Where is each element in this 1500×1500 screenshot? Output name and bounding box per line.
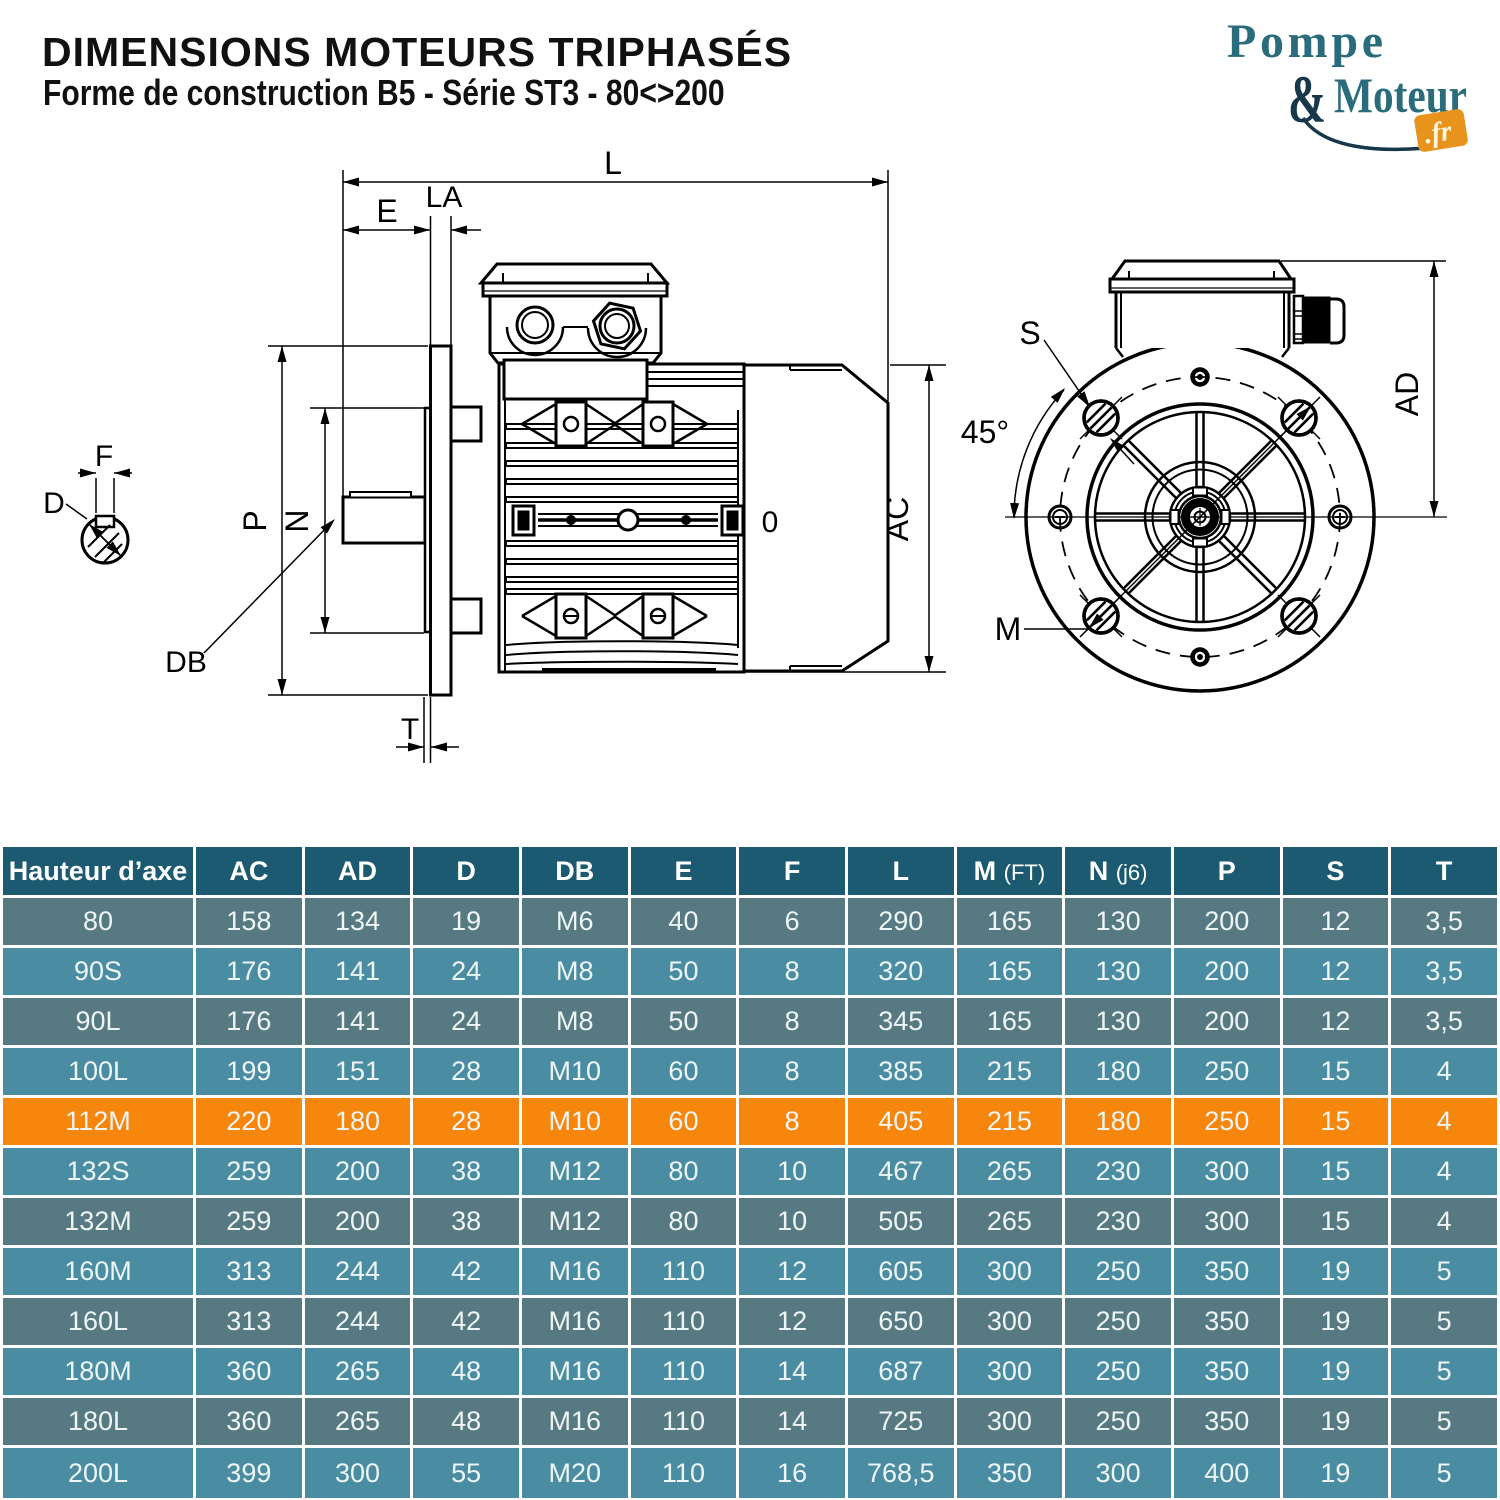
svg-text:LA: LA: [426, 181, 463, 214]
svg-text:DB: DB: [165, 646, 207, 679]
svg-text:45°: 45°: [961, 414, 1009, 450]
svg-text:E: E: [376, 193, 397, 229]
svg-text:T: T: [401, 713, 419, 746]
svg-text:F: F: [95, 440, 113, 473]
svg-text:Pompe: Pompe: [1227, 15, 1383, 68]
svg-text:AD: AD: [1389, 372, 1425, 416]
svg-text:S: S: [1019, 315, 1040, 351]
svg-text:M: M: [995, 611, 1022, 647]
svg-text:P: P: [237, 510, 273, 531]
svg-text:.fr: .fr: [1422, 115, 1455, 150]
svg-text:0: 0: [762, 506, 779, 539]
svg-text:D: D: [43, 487, 65, 520]
svg-text:L: L: [604, 145, 622, 181]
svg-text:N: N: [279, 509, 315, 532]
